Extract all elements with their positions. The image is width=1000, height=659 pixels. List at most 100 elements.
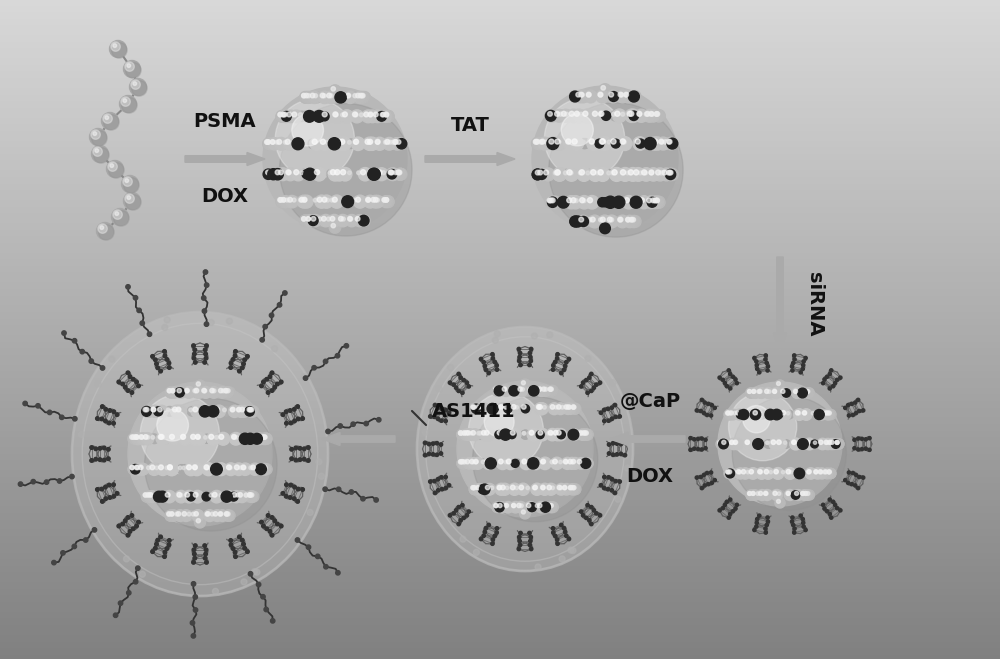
Circle shape [802,521,805,525]
Circle shape [504,457,517,470]
Circle shape [480,428,492,441]
Circle shape [388,169,399,179]
Circle shape [660,168,673,181]
Circle shape [216,510,227,521]
Circle shape [338,167,352,181]
Circle shape [374,196,384,207]
Circle shape [328,171,332,175]
Circle shape [621,138,631,148]
Circle shape [754,440,758,444]
Circle shape [792,387,803,399]
Bar [0,335,1000,339]
Circle shape [245,407,254,416]
Circle shape [202,407,212,416]
Circle shape [181,434,186,440]
Circle shape [660,169,671,180]
Circle shape [556,430,561,435]
Circle shape [134,435,138,440]
Circle shape [336,487,341,492]
Circle shape [361,169,366,175]
Circle shape [474,460,478,464]
Circle shape [234,434,243,444]
Circle shape [320,93,325,98]
Circle shape [135,380,138,384]
Bar [0,295,1000,300]
Circle shape [270,140,275,144]
Circle shape [193,552,196,556]
Circle shape [309,215,321,227]
Circle shape [296,417,300,420]
Circle shape [753,357,756,360]
Circle shape [203,270,208,274]
Circle shape [528,351,532,355]
Circle shape [747,389,751,393]
Circle shape [502,387,507,391]
Circle shape [618,217,623,222]
Circle shape [584,431,588,435]
Circle shape [578,431,582,435]
Circle shape [261,464,271,474]
Circle shape [477,430,486,440]
Circle shape [136,436,140,439]
Circle shape [329,221,341,233]
Circle shape [748,389,752,393]
Bar [0,542,1000,547]
Circle shape [346,169,356,179]
Circle shape [324,565,328,569]
Circle shape [353,140,357,144]
Circle shape [169,387,180,397]
Circle shape [521,405,530,413]
Circle shape [625,109,638,123]
Circle shape [292,497,296,500]
Circle shape [759,471,763,474]
Circle shape [547,332,553,338]
Circle shape [585,91,596,102]
Circle shape [302,113,306,117]
Circle shape [212,588,218,594]
Circle shape [223,408,226,412]
Circle shape [479,405,483,409]
Circle shape [606,138,615,148]
Circle shape [772,389,777,393]
Circle shape [759,412,763,415]
Circle shape [262,435,266,440]
Circle shape [618,136,632,150]
Circle shape [536,430,544,439]
Circle shape [512,387,516,391]
Circle shape [491,357,495,360]
Circle shape [382,196,394,208]
Bar [0,460,1000,465]
Circle shape [151,436,155,439]
Circle shape [143,493,147,497]
Circle shape [755,364,758,367]
Circle shape [689,436,692,440]
Circle shape [281,112,285,117]
Circle shape [579,459,589,469]
Circle shape [710,403,714,407]
Circle shape [599,484,603,487]
Circle shape [494,387,498,391]
Circle shape [113,613,118,617]
Circle shape [482,534,485,538]
Bar [0,186,1000,191]
Circle shape [643,109,656,122]
Circle shape [651,196,662,208]
Circle shape [286,169,296,179]
Circle shape [290,110,303,123]
Circle shape [798,439,808,449]
Circle shape [104,485,107,489]
Circle shape [361,94,365,98]
Circle shape [541,486,545,490]
Circle shape [616,216,627,227]
Circle shape [620,170,626,175]
Circle shape [359,92,370,103]
Circle shape [196,382,200,386]
Circle shape [454,509,458,512]
Circle shape [203,348,207,352]
Circle shape [545,140,549,144]
Circle shape [540,484,549,494]
Circle shape [100,417,104,420]
Bar [0,325,1000,330]
Circle shape [192,357,196,360]
Circle shape [368,140,372,144]
